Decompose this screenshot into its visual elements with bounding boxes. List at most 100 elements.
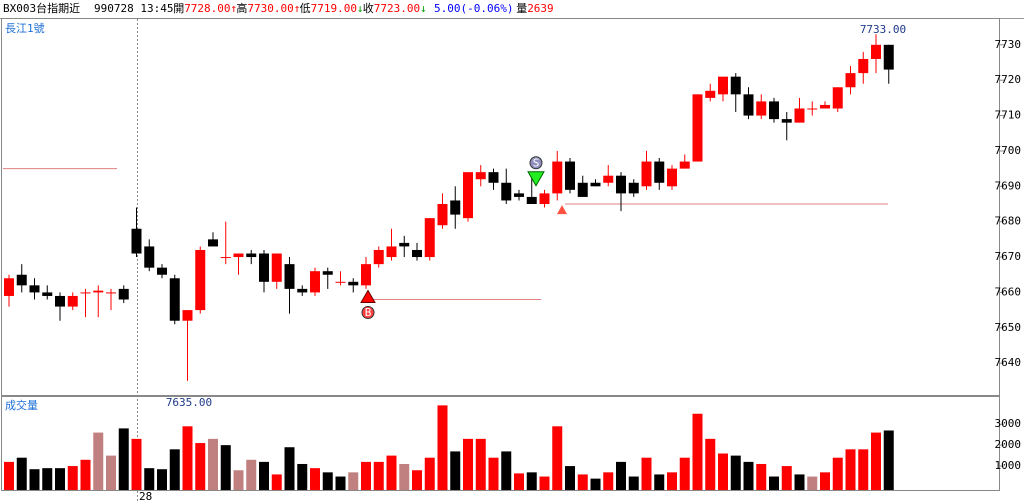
volume-bar <box>616 461 626 490</box>
candle-body <box>16 274 27 286</box>
volume-bar <box>718 453 728 490</box>
volume-bar <box>475 438 486 490</box>
header-value: 7728.00 <box>184 2 230 15</box>
header-value: 7730.00 <box>247 2 293 15</box>
candle-body <box>284 264 295 289</box>
candle-body <box>399 242 410 247</box>
price-annotation: 7635.00 <box>166 396 212 409</box>
y-tick-label: 1000 <box>995 459 1022 472</box>
volume-bar <box>858 449 869 490</box>
candle-body <box>450 200 461 215</box>
volume-bar <box>743 461 754 490</box>
volume-bar <box>577 474 588 490</box>
y-tick-label: 7640 <box>995 356 1022 369</box>
volume-bar <box>80 459 91 490</box>
volume-bar <box>539 476 550 490</box>
volume-bar <box>233 470 244 490</box>
volume-bar <box>514 473 524 490</box>
volume-bar <box>437 405 448 490</box>
volume-bar <box>386 455 397 490</box>
volume-bar <box>488 457 499 490</box>
candle-body <box>883 44 894 70</box>
volume-bar <box>463 438 473 490</box>
price-panel <box>1 18 1000 396</box>
volume-bar <box>297 463 308 490</box>
volume-bar <box>182 426 193 490</box>
volume-title: 成交量 <box>5 398 38 412</box>
candle-body <box>781 119 792 123</box>
y-tick-label: 7670 <box>995 250 1022 263</box>
volume-bar <box>590 478 601 490</box>
candle-body <box>590 182 601 187</box>
volume-bar <box>55 468 65 490</box>
candle-body <box>654 161 665 183</box>
volume-bar <box>169 449 180 490</box>
candle-body <box>501 182 512 201</box>
candle-body <box>4 278 14 296</box>
volume-bar <box>628 476 639 490</box>
header-label: 高 <box>236 1 247 15</box>
indicator-title: 長江1號 <box>5 22 45 35</box>
candle-body <box>871 44 881 59</box>
candle-body <box>182 310 193 321</box>
candle-body <box>220 257 231 259</box>
volume-bar <box>603 472 614 490</box>
candle-body <box>335 281 346 283</box>
candle-body <box>42 292 53 296</box>
volume-bar <box>871 432 881 490</box>
candle-body <box>208 239 218 247</box>
header-change: 5.00(-0.06%) <box>434 2 513 15</box>
candle-body <box>743 94 754 116</box>
volume-bar <box>794 474 805 490</box>
candle-body <box>361 264 371 286</box>
volume-bar <box>284 447 295 490</box>
volume-bar <box>4 461 14 490</box>
header: BX003台指期近 990728 13:45 開 7728.00 ↑ 高 7730.00 ↑ 低… <box>3 1 554 15</box>
buy-label: B <box>365 306 372 319</box>
candle-body <box>297 288 308 293</box>
candle-body <box>692 94 703 162</box>
header-value: 7723.00 <box>374 2 420 15</box>
candle-body <box>526 196 537 204</box>
candle-body <box>246 253 257 258</box>
candle-body <box>310 271 320 293</box>
candle-body <box>756 101 767 116</box>
volume-bar <box>526 472 537 490</box>
volume-bar <box>106 455 116 490</box>
candle-body <box>233 253 244 258</box>
candle-body <box>539 193 550 204</box>
candle-body <box>348 281 359 286</box>
header-label: 低 <box>300 2 311 15</box>
volume-bar <box>399 463 410 490</box>
sell-signal <box>527 171 545 187</box>
candle-body <box>679 161 690 169</box>
sell-label: S <box>533 156 540 169</box>
header-arrow: ↑ <box>230 2 237 15</box>
volume-bar <box>93 432 104 490</box>
volume-bar <box>412 470 422 490</box>
candle-body <box>195 249 206 311</box>
header-arrow: ↓ <box>357 2 364 15</box>
candle-body <box>67 295 78 307</box>
candle-body <box>169 278 180 321</box>
candle-body <box>131 228 142 254</box>
volume-bar <box>195 443 206 490</box>
y-tick-label: 7680 <box>995 215 1022 228</box>
candle-body <box>373 249 384 265</box>
candle-body <box>794 108 805 123</box>
volume-bar <box>118 428 129 490</box>
volume-bar <box>16 457 27 490</box>
candle-body <box>718 76 728 95</box>
header-label: 開 <box>173 2 184 15</box>
candle-body <box>820 104 830 109</box>
candle-body <box>322 271 333 275</box>
x-tick-label: 28 <box>139 490 152 503</box>
signal-marker <box>557 205 567 215</box>
header-label: 量 <box>516 2 527 15</box>
candle-body <box>730 76 741 95</box>
candle-body <box>144 246 155 268</box>
candle-body <box>259 253 269 282</box>
volume-bar <box>552 426 563 490</box>
volume-bar <box>883 430 894 490</box>
